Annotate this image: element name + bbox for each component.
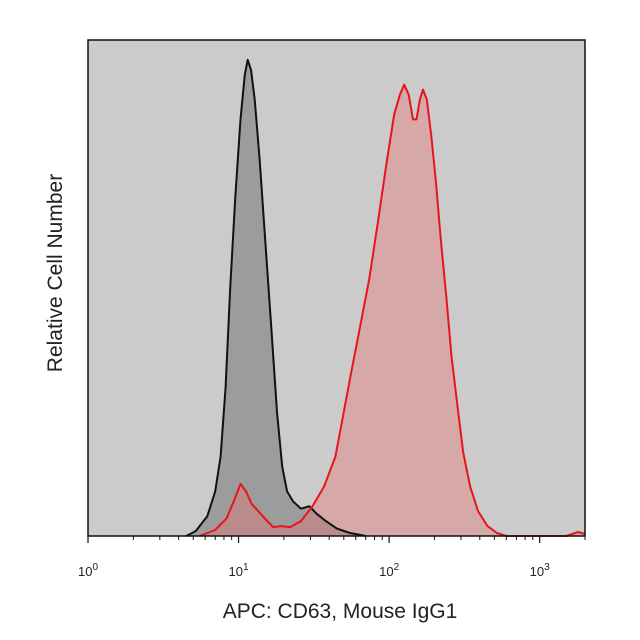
series-1-line (185, 58, 366, 537)
x-tick-label: 100 (78, 562, 98, 579)
x-tick-label: 101 (229, 562, 249, 579)
x-axis-ticks: 100 101 102 103 (78, 536, 586, 579)
series-2-line (199, 83, 586, 537)
x-tick-label: 102 (379, 562, 399, 579)
x-axis-title: APC: CD63, Mouse IgG1 (223, 600, 458, 623)
plot-frame (87, 39, 586, 537)
series-1-fill (186, 59, 366, 537)
y-axis-title: Relative Cell Number (44, 174, 67, 372)
series-layer (185, 58, 586, 537)
series-2-fill (199, 84, 585, 536)
x-tick-label: 103 (530, 562, 550, 579)
